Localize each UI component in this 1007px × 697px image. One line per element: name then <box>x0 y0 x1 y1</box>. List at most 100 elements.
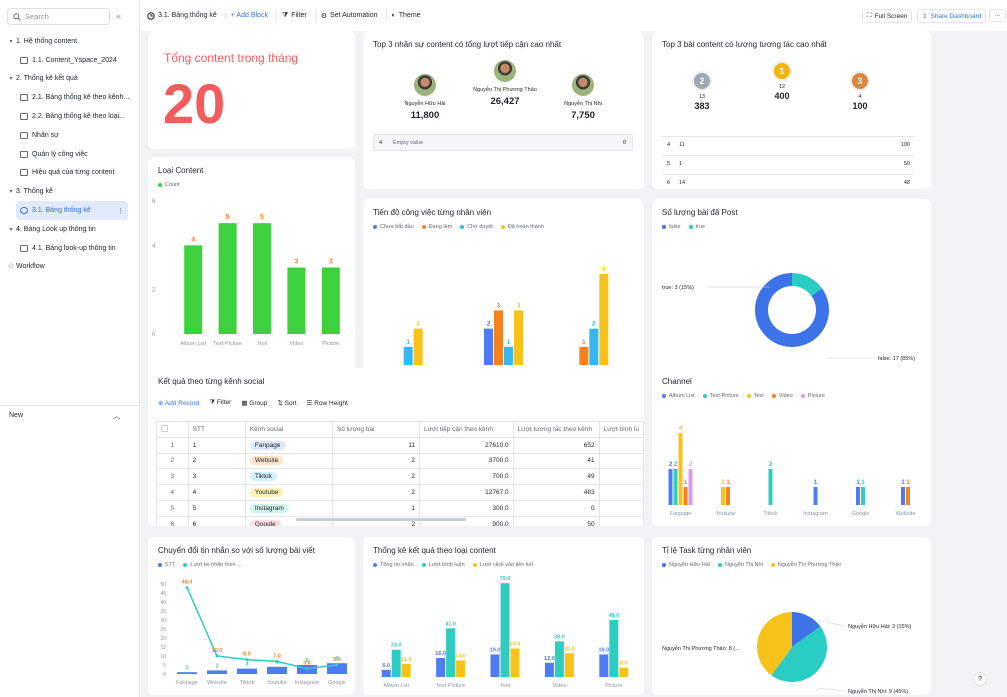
bar[interactable] <box>599 274 609 365</box>
cell-interaction[interactable]: 0 <box>512 499 600 517</box>
task-ratio-card[interactable]: Tỉ lệ Task từng nhân viên Nguyễn Hữu Hải… <box>652 537 931 695</box>
cell-posts[interactable]: 1 <box>331 499 421 517</box>
sort-button[interactable]: ⇅ Sort <box>277 399 296 407</box>
chevron-down-icon[interactable]: ▾ <box>9 226 13 233</box>
bar[interactable] <box>599 654 609 677</box>
donut-slice[interactable] <box>792 273 822 296</box>
top3-posts-card[interactable]: Top 3 bài content có lượng tương tác cao… <box>652 31 931 189</box>
bar[interactable] <box>456 660 466 677</box>
chevron-down-icon[interactable]: ▾ <box>9 189 13 196</box>
bar[interactable] <box>510 648 520 678</box>
total-content-card[interactable]: Tổng content trong tháng 20 <box>148 31 355 149</box>
more-icon[interactable]: ⋮ <box>117 207 124 215</box>
cell-interaction[interactable]: 483 <box>512 484 600 501</box>
bar[interactable] <box>856 487 860 505</box>
group-button[interactable]: ▦ Group <box>241 399 267 407</box>
table-row[interactable]: 1 1 Fanpage 11 27610.0 652 <box>156 436 644 454</box>
theme-button[interactable]: ◐ Theme <box>385 10 426 21</box>
bar[interactable] <box>327 663 347 674</box>
sidebar-item[interactable]: 4.1. Bảng look-up thông tin <box>0 239 140 258</box>
top3-people-card[interactable]: Top 3 nhân sự content có tổng lượt tiếp … <box>363 31 644 189</box>
result-type-card[interactable]: Thống kê kết quả theo loại content Tổng … <box>363 537 644 695</box>
content-type-card[interactable]: Loại Content Count 0 2 4 6 4 Album List 5 Text-… <box>148 157 355 389</box>
chevron-up-icon[interactable]: ︿ <box>113 412 120 420</box>
table-filter-button[interactable]: ⧩ Filter <box>209 399 231 407</box>
column-header[interactable]: Số lượng bài <box>331 421 421 438</box>
bar[interactable] <box>391 649 401 677</box>
cell-interaction[interactable]: 652 <box>512 436 600 454</box>
bar[interactable] <box>514 310 523 365</box>
more-button[interactable]: ··· <box>989 9 1006 22</box>
bar[interactable] <box>609 620 619 677</box>
pie-slice[interactable] <box>757 612 792 676</box>
fullscreen-button[interactable]: ⛶ Full Screen <box>862 9 913 23</box>
line-point[interactable] <box>215 654 219 658</box>
bar[interactable] <box>381 669 391 677</box>
help-button[interactable]: ? <box>973 672 987 686</box>
bar[interactable] <box>813 487 818 505</box>
table-row[interactable]: 3 3 Tiktok 2 700.0 49 <box>156 468 644 486</box>
column-header[interactable]: Kênh social <box>244 421 333 438</box>
cell-stt[interactable]: 3 <box>187 468 246 486</box>
bar[interactable] <box>619 667 629 678</box>
column-header[interactable]: Lượt tương tác theo kênh <box>512 421 600 438</box>
bar[interactable] <box>321 267 340 335</box>
cell-posts[interactable]: 11 <box>331 436 421 454</box>
sidebar-item[interactable]: 2.1. Bảng thống kê theo kênh... <box>0 88 140 107</box>
line-point[interactable] <box>275 659 279 663</box>
bar[interactable] <box>436 658 446 677</box>
donut-slice[interactable] <box>755 273 829 347</box>
sidebar-item[interactable]: ▾ 4. Bảng Look up thông tin <box>0 220 140 239</box>
bar[interactable] <box>906 487 910 505</box>
sidebar-item[interactable]: 2.2. Bảng thống kê theo loại... <box>0 107 140 126</box>
bar[interactable] <box>768 469 773 505</box>
bar[interactable] <box>484 328 493 365</box>
bar[interactable] <box>403 346 413 365</box>
cell-reach[interactable]: 27610.0 <box>419 436 514 454</box>
cell-stt[interactable]: 4 <box>187 484 246 501</box>
cell-reach[interactable]: 12767.0 <box>419 484 514 501</box>
bar[interactable] <box>401 663 411 677</box>
cell-channel[interactable]: Tiktok <box>244 468 333 486</box>
sidebar-item[interactable]: 1.1. Content_Yspace_2024 <box>0 51 140 70</box>
cell-comments[interactable] <box>598 499 644 517</box>
row-height-button[interactable]: ☰ Row Height <box>307 399 348 407</box>
line-point[interactable] <box>245 658 249 662</box>
bar[interactable] <box>544 662 554 677</box>
social-table-card[interactable]: Kết quả theo từng kênh social ⊕ Add Reco… <box>148 368 644 526</box>
bar[interactable] <box>683 487 688 505</box>
bar[interactable] <box>253 223 271 334</box>
bar[interactable] <box>267 666 287 674</box>
line-point[interactable] <box>335 663 339 667</box>
sidebar-item[interactable]: ▾ 2. Thống kê kết quả <box>0 70 140 89</box>
bar[interactable] <box>589 328 599 365</box>
bar[interactable] <box>721 487 725 505</box>
column-header[interactable]: Lượt bình lu <box>598 421 644 438</box>
cell-reach[interactable]: 3700.0 <box>419 452 514 470</box>
bar[interactable] <box>688 469 693 505</box>
sidebar-item[interactable]: ▾ 1. Hệ thống content <box>0 32 140 51</box>
cell-comments[interactable] <box>598 452 644 470</box>
cell-interaction[interactable]: 49 <box>512 468 600 486</box>
pie-slice[interactable] <box>792 612 821 647</box>
add-block-button[interactable]: + Add Block <box>224 10 273 21</box>
bar[interactable] <box>673 469 678 505</box>
cell-comments[interactable] <box>598 515 644 526</box>
bar[interactable] <box>500 583 510 677</box>
bar[interactable] <box>579 346 589 365</box>
cell-stt[interactable]: 6 <box>187 515 246 526</box>
bar[interactable] <box>490 654 500 677</box>
new-section[interactable]: New ︿ <box>0 405 140 425</box>
bar[interactable] <box>861 487 865 505</box>
bar[interactable] <box>668 469 673 505</box>
pie-slice[interactable] <box>771 626 827 682</box>
cell-reach[interactable]: 300.0 <box>419 499 514 517</box>
cell-channel[interactable]: Youtube <box>244 484 333 501</box>
automation-button[interactable]: ⚙ Set Automation <box>314 9 383 22</box>
bar[interactable] <box>554 641 564 677</box>
bar[interactable] <box>413 328 423 365</box>
posted-card[interactable]: Số lượng bài đã Post false true true: 3 (… <box>652 199 931 389</box>
cell-interaction[interactable]: 41 <box>512 452 600 470</box>
cell-channel[interactable]: Fanpage <box>244 436 333 454</box>
cell-posts[interactable]: 2 <box>331 484 421 501</box>
